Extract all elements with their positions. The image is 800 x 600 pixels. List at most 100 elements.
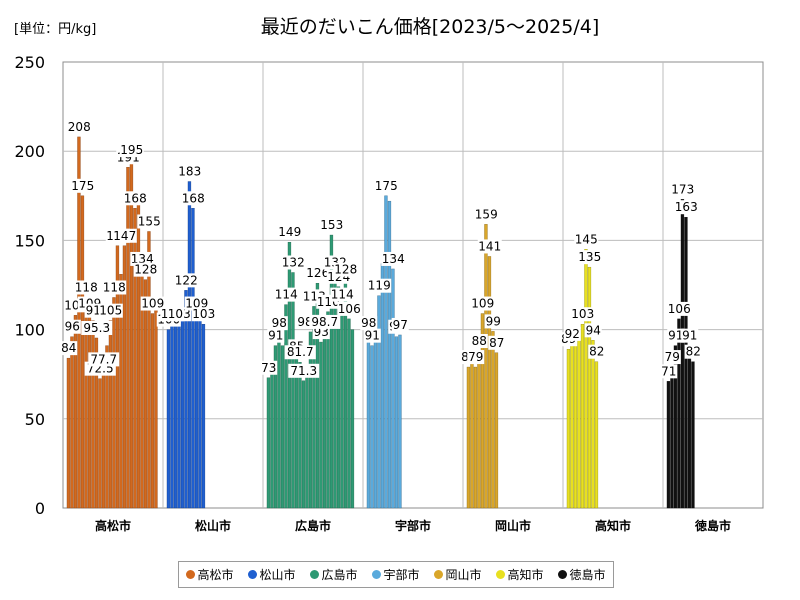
y-tick-label: 100 [14,321,45,340]
data-label: 82 [589,345,604,359]
bar [154,309,158,509]
bar [308,331,313,509]
bar [280,345,285,509]
bar [170,324,174,509]
bar [91,320,95,509]
bar [584,249,588,509]
y-tick-label: 0 [35,499,45,518]
data-label-bg [667,301,692,316]
bar [108,320,113,509]
bar [326,311,330,509]
data-label: 153 [320,218,343,232]
bar [312,306,316,509]
y-tick-label: 200 [14,142,45,161]
data-label: 183 [178,165,201,179]
bar [366,332,371,509]
data-label-bg [484,314,502,329]
bar [129,159,134,509]
data-label: 87 [489,336,504,350]
data-label-bg [140,296,165,311]
data-label: 119 [368,279,391,293]
data-label-bg [577,250,602,265]
data-label-bg [277,225,302,240]
data-label-bg [67,119,92,134]
data-label: 134 [131,252,154,266]
data-label: 98 [361,316,376,330]
x-tick-label: 高知市 [595,518,631,533]
legend-item: 徳島市 [558,566,606,583]
data-label-bg [267,328,285,343]
bar [373,332,378,509]
data-label: 79 [468,350,483,364]
data-label: 106 [338,302,361,316]
bar [105,345,109,509]
legend-item: 高松市 [186,566,234,583]
legend-marker-icon [372,570,382,579]
bar [329,234,334,509]
data-label-bg [330,287,355,302]
bar [491,331,495,509]
data-label: 122 [175,273,198,287]
data-label-bg [367,278,392,293]
bar [80,195,85,509]
data-label-bg [570,307,595,322]
bar [136,192,141,509]
legend-label: 高知市 [507,568,544,582]
bar [691,361,695,509]
bar [470,352,474,509]
data-label-bg [130,251,155,266]
data-label: 173 [671,182,694,196]
bar [687,345,692,509]
data-label-bg [670,182,695,197]
bar [305,377,309,509]
data-label-bg [112,228,137,243]
data-label: 96 [65,320,80,334]
bar [101,369,106,509]
data-label: 159 [475,207,498,221]
x-tick-label: 広島市 [295,518,331,533]
data-label: 149 [278,225,301,239]
data-label: 92 [565,327,580,341]
data-label-bg [660,364,678,379]
bar [70,336,74,509]
data-label-bg [88,352,120,367]
data-label: 106 [668,302,691,316]
data-label-bg [284,345,316,360]
bar [133,208,137,509]
data-label: 208 [68,120,91,134]
data-label: 147 [113,229,136,243]
legend-item: 宇部市 [372,566,420,583]
bar [466,366,471,509]
legend: 高松市 松山市 広島市 宇部市 岡山市 高知市 徳島市 [178,561,614,588]
data-label: 163 [675,200,698,214]
bar [680,199,685,509]
bar [347,318,351,509]
data-label: 84 [61,341,76,355]
bar [184,290,188,509]
data-label-bg [584,323,602,338]
bar [322,331,327,509]
data-label-bg [123,191,148,206]
bar [319,341,323,509]
bar [340,304,344,509]
data-label-bg [184,296,209,311]
data-label: 91 [668,329,683,343]
legend-marker-icon [248,570,258,579]
bar [670,366,674,509]
data-label: 114 [275,288,298,302]
data-label-bg [391,317,409,332]
data-label-bg [174,273,199,288]
data-label: 98 [272,316,287,330]
data-label: 97 [393,318,408,332]
data-label-bg [681,328,699,343]
legend-marker-icon [496,570,506,579]
data-label-bg [98,303,123,318]
data-label: 132 [282,256,305,270]
data-label: 114 [331,288,354,302]
bar [350,329,355,509]
bar [173,324,178,509]
bar [191,208,195,509]
bar [119,274,123,509]
data-label-bg [167,307,192,322]
bar [298,362,302,509]
